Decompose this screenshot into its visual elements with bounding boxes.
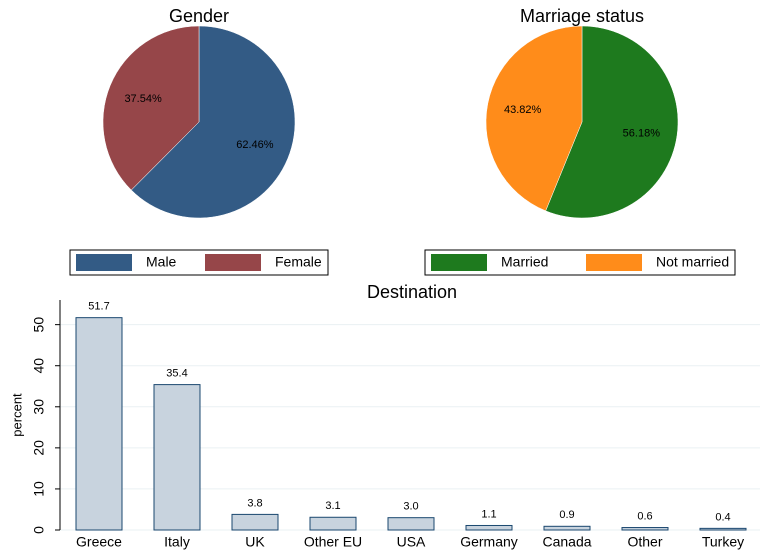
y-tick-label: 0 xyxy=(31,526,47,534)
y-axis-label: percent xyxy=(9,393,24,437)
bar xyxy=(231,513,279,531)
pie-title: Marriage status xyxy=(520,6,644,26)
bar xyxy=(621,527,669,531)
pie-slice xyxy=(130,25,296,219)
bar-value-label: 51.7 xyxy=(88,301,109,313)
pie-slice xyxy=(485,25,583,212)
y-tick-label: 40 xyxy=(31,358,47,374)
bar-value-label: 1.1 xyxy=(481,508,496,520)
y-tick-label: 50 xyxy=(31,317,47,333)
x-tick-label: UK xyxy=(245,534,265,550)
bar-value-label: 0.4 xyxy=(715,511,730,523)
bar-value-label: 0.9 xyxy=(559,509,574,521)
pie-title: Gender xyxy=(169,6,229,26)
slice-label: 56.18% xyxy=(623,128,661,140)
x-tick-label: Other EU xyxy=(304,534,362,550)
pie-slice xyxy=(545,25,679,219)
y-tick-label: 20 xyxy=(31,440,47,456)
slice-label: 62.46% xyxy=(236,139,274,151)
x-tick-label: Other xyxy=(627,534,662,550)
bar xyxy=(543,525,591,531)
bar xyxy=(153,384,201,531)
legend-swatch xyxy=(586,254,642,271)
bar xyxy=(75,317,123,531)
legend-label: Male xyxy=(146,254,177,270)
y-tick-label: 30 xyxy=(31,399,47,415)
slice-label: 43.82% xyxy=(504,104,542,116)
legend-swatch xyxy=(205,254,261,271)
legend-swatch xyxy=(431,254,487,271)
legend-label: Not married xyxy=(656,254,729,270)
bar xyxy=(309,516,357,531)
x-tick-label: Greece xyxy=(76,534,122,550)
x-tick-label: Italy xyxy=(164,534,190,550)
bar-value-label: 3.1 xyxy=(325,500,340,512)
bar-value-label: 0.6 xyxy=(637,510,652,522)
bar-title: Destination xyxy=(367,282,457,302)
y-tick-label: 10 xyxy=(31,481,47,497)
x-tick-label: USA xyxy=(397,534,426,550)
legend-label: Female xyxy=(275,254,322,270)
x-tick-label: Germany xyxy=(460,534,518,550)
legend-swatch xyxy=(76,254,132,271)
slice-label: 37.54% xyxy=(124,93,162,105)
x-tick-label: Canada xyxy=(542,534,591,550)
bar-value-label: 35.4 xyxy=(166,368,187,380)
x-tick-label: Turkey xyxy=(702,534,744,550)
legend-label: Married xyxy=(501,254,548,270)
bar xyxy=(387,517,435,531)
pie-slice xyxy=(102,25,200,191)
bar xyxy=(699,527,747,531)
bar xyxy=(465,524,513,531)
bar-value-label: 3.8 xyxy=(247,497,262,509)
bar-value-label: 3.0 xyxy=(403,501,418,513)
